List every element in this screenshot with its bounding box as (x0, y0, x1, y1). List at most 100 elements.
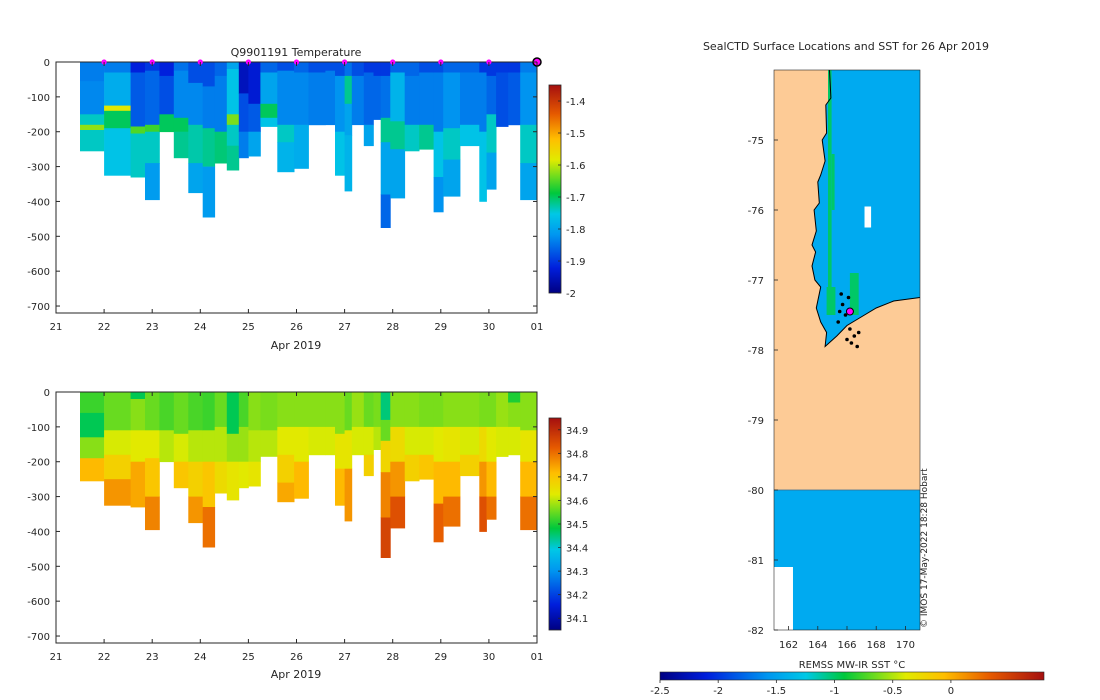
t-cell (380, 62, 391, 77)
s-cell (433, 426, 444, 463)
t-cell (308, 62, 326, 73)
s-x-tick-label: 30 (483, 652, 496, 663)
map-x-tick-label: 166 (837, 640, 856, 651)
seal-ctd-position (845, 337, 849, 342)
t-cell (104, 110, 131, 129)
t-cell (460, 62, 480, 73)
seal-ctd-position (839, 292, 843, 296)
s-cell (325, 392, 336, 428)
t-cell (363, 72, 374, 126)
s-cell (479, 426, 487, 463)
t-cell (188, 62, 204, 84)
salinity-y-ticks: 0 -100 -200 -300 -400 -500 -600 -700 (27, 388, 537, 643)
t-cell (419, 62, 434, 73)
t-cell (248, 62, 261, 105)
sst-map-x-ticks: 162 164 166 168 170 (779, 626, 915, 651)
t-x-tick-label: 23 (146, 322, 159, 333)
t-cell (130, 133, 146, 178)
t-y-tick-label: -700 (27, 302, 50, 313)
s-cell (390, 392, 406, 428)
s-cell (277, 392, 295, 428)
t-cell (404, 124, 420, 152)
t-cell (260, 72, 278, 105)
sst-colorbar-tick-label: 0 (948, 686, 954, 697)
map-y-tick-label: -81 (748, 556, 764, 567)
sst-colorbar-tick-label: -2.5 (650, 686, 670, 697)
s-cell (226, 433, 240, 463)
t-y-tick-label: -600 (27, 267, 50, 278)
t-cell (325, 62, 336, 72)
current-seal-position (845, 307, 854, 316)
s-y-tick-label: -100 (27, 423, 50, 434)
s-cell (479, 496, 487, 532)
s-cell (520, 392, 537, 431)
t-cell (508, 62, 521, 73)
t-cell (344, 135, 353, 192)
t-cell (419, 72, 434, 126)
t-cell (479, 62, 487, 73)
s-cell (80, 412, 105, 438)
s-cell (344, 468, 353, 522)
s-x-tick-label: 25 (242, 652, 255, 663)
t-cell (145, 124, 160, 133)
t-colorbar-tick-label: -1.5 (566, 129, 586, 140)
s-cell (173, 461, 189, 489)
s-cell (277, 482, 295, 503)
sst-colorbar-tick-label: -1 (830, 686, 840, 697)
s-cell (80, 437, 105, 459)
s-cell (202, 507, 216, 548)
seal-ctd-position (837, 309, 842, 314)
temperature-colorbar-ticks: -2 -1.9 -1.8 -1.7 -1.6 -1.5 -1.4 (558, 97, 586, 300)
s-cell (173, 433, 189, 463)
s-cell (335, 392, 345, 435)
s-x-tick-label: 28 (386, 652, 399, 663)
salinity-xlabel: Apr 2019 (271, 668, 322, 681)
t-cell (390, 72, 406, 122)
missing-data-patch (774, 567, 793, 630)
salinity-x-ticks: 21 22 23 24 25 26 27 28 29 30 01 (50, 392, 543, 663)
t-cell (460, 124, 480, 147)
s-cell (373, 426, 382, 450)
s-colorbar-tick-label: 34.9 (566, 426, 588, 437)
s-y-tick-label: -600 (27, 597, 50, 608)
s-cell (145, 430, 160, 459)
sst-map-title: SealCTD Surface Locations and SST for 26… (703, 40, 989, 53)
s-cell (380, 517, 391, 558)
s-cell (202, 461, 216, 508)
t-cell (159, 114, 175, 133)
t-cell (226, 69, 240, 115)
t-cell (351, 75, 365, 126)
s-cell (104, 430, 131, 456)
t-cell (145, 131, 160, 164)
sst-map-watermark: © IMOS 17-May-2022 18:28 Hobart (920, 468, 930, 628)
t-cell (520, 62, 537, 73)
t-cell (443, 72, 461, 129)
s-cell (277, 426, 295, 456)
map-y-tick-label: -79 (748, 416, 764, 427)
map-x-tick-label: 162 (779, 640, 798, 651)
t-cell (277, 70, 295, 126)
t-x-tick-label: 28 (386, 322, 399, 333)
s-cell (496, 392, 509, 428)
temperature-title: Q9901191 Temperature (231, 46, 362, 59)
sst-map-body (774, 70, 920, 630)
t-cell (443, 62, 461, 73)
t-cell (496, 62, 509, 73)
t-cell (373, 62, 382, 77)
t-cell (335, 62, 345, 77)
s-cell (188, 461, 204, 497)
s-y-tick-label: -300 (27, 493, 50, 504)
t-cell (80, 62, 105, 82)
t-cell (433, 62, 444, 73)
t-cell (226, 124, 240, 147)
t-cell (433, 72, 444, 133)
map-y-tick-label: -75 (748, 136, 764, 147)
s-cell (486, 461, 497, 497)
s-cell (248, 430, 261, 463)
s-x-tick-label: 24 (194, 652, 207, 663)
t-colorbar-tick-label: -2 (566, 289, 576, 300)
t-cell (104, 105, 131, 112)
s-cell (294, 426, 309, 463)
s-cell (294, 392, 309, 428)
t-cell (188, 82, 204, 126)
